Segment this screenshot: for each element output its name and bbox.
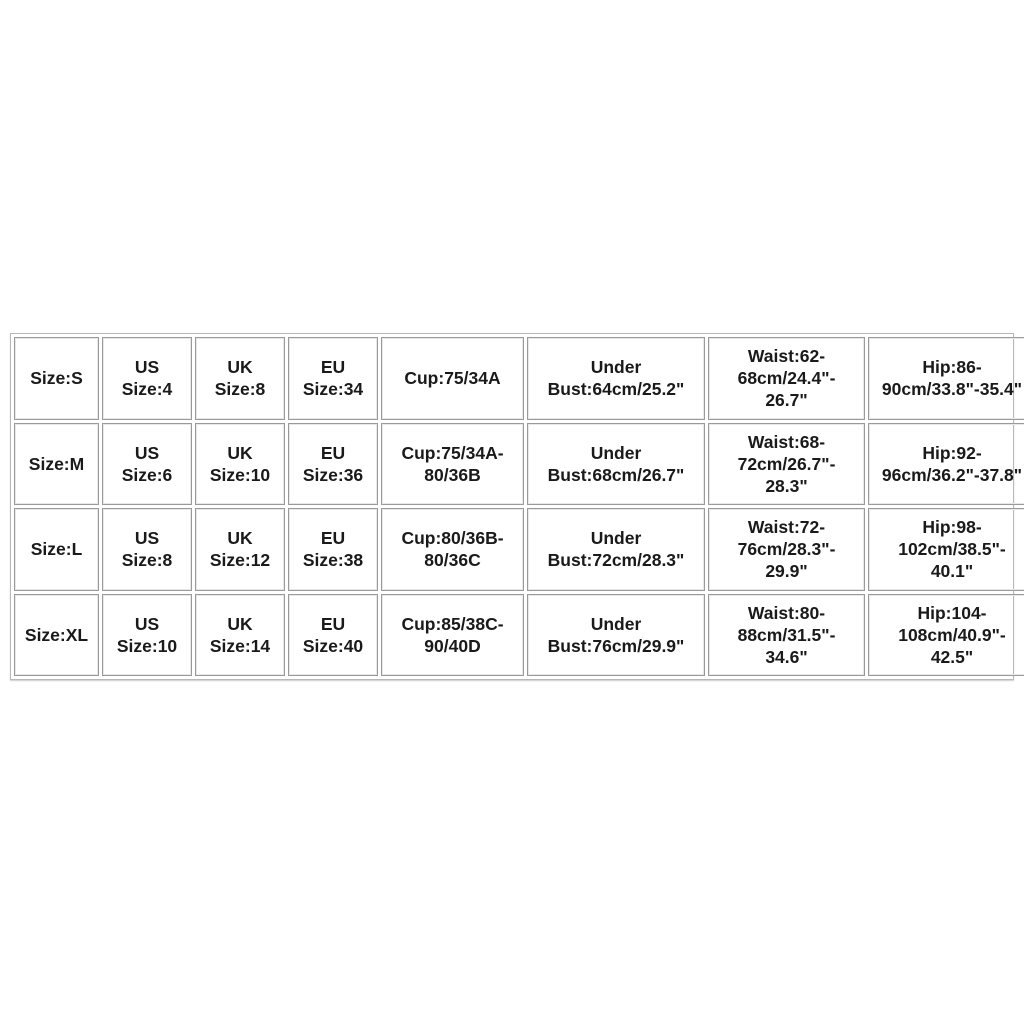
size-chart: Size:S US Size:4 UK Size:8 EU Size:34 Cup:75… [10, 333, 1024, 680]
cell-us-size: US Size:8 [102, 508, 192, 591]
cell-cup: Cup:75/34A- 80/36B [381, 422, 524, 505]
cell-us-size: US Size:10 [102, 593, 192, 676]
cell-waist: Waist:72- 76cm/28.3"- 29.9" [708, 508, 865, 591]
cell-under-bust: Under Bust:64cm/25.2" [527, 337, 705, 420]
cell-size: Size:XL [14, 593, 99, 676]
table-row: Size:L US Size:8 UK Size:12 EU Size:38 Cup:8… [14, 508, 1024, 591]
cell-cup: Cup:85/38C- 90/40D [381, 593, 524, 676]
cell-us-size: US Size:6 [102, 422, 192, 505]
cell-size: Size:S [14, 337, 99, 420]
cell-uk-size: UK Size:12 [195, 508, 285, 591]
cell-uk-size: UK Size:14 [195, 593, 285, 676]
cell-cup: Cup:80/36B- 80/36C [381, 508, 524, 591]
cell-eu-size: EU Size:40 [288, 593, 378, 676]
cell-hip: Hip:86- 90cm/33.8"-35.4" [868, 337, 1024, 420]
cell-hip: Hip:104- 108cm/40.9"- 42.5" [868, 593, 1024, 676]
cell-eu-size: EU Size:36 [288, 422, 378, 505]
table-row: Size:M US Size:6 UK Size:10 EU Size:36 Cup:7… [14, 422, 1024, 505]
table-row: Size:XL US Size:10 UK Size:14 EU Size:40 Cup… [14, 593, 1024, 676]
cell-under-bust: Under Bust:76cm/29.9" [527, 593, 705, 676]
cell-uk-size: UK Size:8 [195, 337, 285, 420]
cell-waist: Waist:80- 88cm/31.5"- 34.6" [708, 593, 865, 676]
cell-size: Size:M [14, 422, 99, 505]
cell-eu-size: EU Size:34 [288, 337, 378, 420]
cell-hip: Hip:92- 96cm/36.2"-37.8" [868, 422, 1024, 505]
cell-us-size: US Size:4 [102, 337, 192, 420]
cell-waist: Waist:62- 68cm/24.4"- 26.7" [708, 337, 865, 420]
cell-under-bust: Under Bust:68cm/26.7" [527, 422, 705, 505]
cell-uk-size: UK Size:10 [195, 422, 285, 505]
cell-cup: Cup:75/34A [381, 337, 524, 420]
cell-size: Size:L [14, 508, 99, 591]
cell-hip: Hip:98- 102cm/38.5"- 40.1" [868, 508, 1024, 591]
cell-eu-size: EU Size:38 [288, 508, 378, 591]
size-chart-table: Size:S US Size:4 UK Size:8 EU Size:34 Cup:75… [11, 334, 1024, 679]
cell-waist: Waist:68- 72cm/26.7"- 28.3" [708, 422, 865, 505]
cell-under-bust: Under Bust:72cm/28.3" [527, 508, 705, 591]
table-row: Size:S US Size:4 UK Size:8 EU Size:34 Cup:75… [14, 337, 1024, 420]
